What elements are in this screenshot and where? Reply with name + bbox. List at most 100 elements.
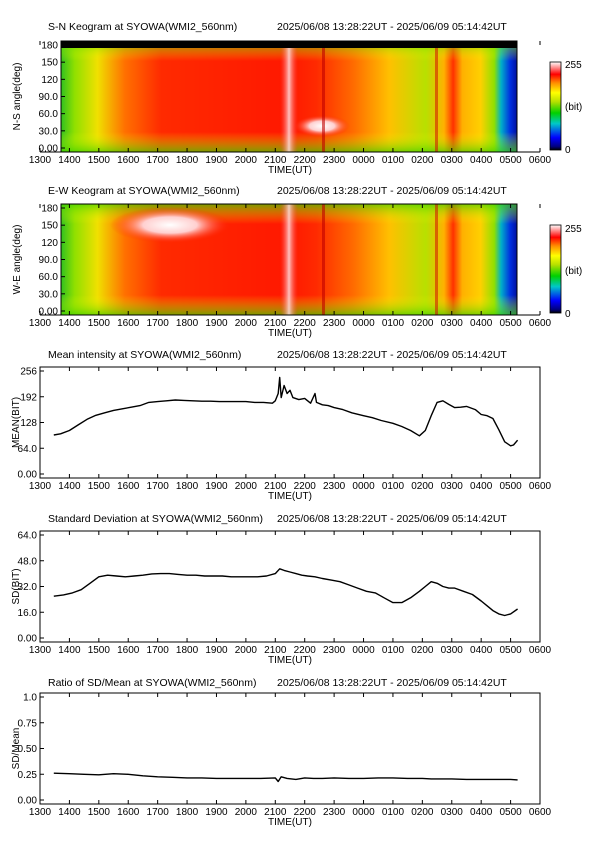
ratio-time-range: 2025/06/08 13:28:22UT - 2025/06/09 05:14…: [277, 677, 507, 689]
mean-xtick-label: 0100: [382, 481, 405, 492]
mean-xtick-label: 0500: [499, 481, 522, 492]
ew-xtick-label: 0400: [470, 318, 493, 329]
ratio-xtick-label: 2200: [294, 807, 317, 818]
mean-xtick-label: 0000: [352, 481, 375, 492]
mean-xtick-label: 1300: [29, 481, 52, 492]
ew-xtick-label: 0600: [529, 318, 552, 329]
ew-xtick-label: 1600: [117, 318, 140, 329]
ratio-panel: Ratio of SD/Mean at SYOWA(WMI2_560nm) 20…: [39, 677, 541, 805]
ew-xtick-label: 2300: [323, 318, 346, 329]
ew-xtick-label: 1500: [88, 318, 111, 329]
mean-ytick-label: 128: [20, 418, 37, 429]
ratio-xtick-label: 0600: [529, 807, 552, 818]
sn-ylabel: N-S angle(deg): [12, 63, 23, 131]
sd-xtick-label: 0500: [499, 645, 522, 656]
sn-xlabel: TIME(UT): [268, 165, 312, 176]
sn-ytick-label: 180: [41, 41, 58, 52]
ew-xtick-label: 0300: [441, 318, 464, 329]
sn-keogram-title: S-N Keogram at SYOWA(WMI2_560nm): [48, 21, 237, 33]
ratio-xtick-label: 1300: [29, 807, 52, 818]
sn-xtick-label: 2000: [235, 155, 258, 166]
mean-ytick-label: 256: [20, 367, 37, 378]
ratio-ytick-label: 1.0: [23, 693, 37, 704]
ratio-xtick-label: 0200: [411, 807, 434, 818]
ew-xtick-label: 0100: [382, 318, 405, 329]
sn-ytick-label: 90.0: [39, 92, 59, 103]
ew-colorbar-unit: (bit): [565, 266, 582, 277]
ew-xtick-label: 1700: [147, 318, 170, 329]
ratio-series-line: [53, 772, 518, 783]
sn-colorbar-max: 255: [565, 60, 582, 71]
mean-xtick-label: 1800: [176, 481, 199, 492]
mean-xtick-label: 1500: [88, 481, 111, 492]
sn-xtick-label: 2100: [264, 155, 287, 166]
ew-colorbar-max: 255: [565, 224, 582, 235]
ratio-xtick-label: 2000: [235, 807, 258, 818]
sn-xtick-label: 1800: [176, 155, 199, 166]
sn-xtick-label: 1400: [58, 155, 81, 166]
sd-xtick-label: 1800: [176, 645, 199, 656]
ew-xtick-label: 0200: [411, 318, 434, 329]
ratio-xtick-label: 1600: [117, 807, 140, 818]
ew-ytick-label: 0.00: [39, 307, 59, 318]
sd-ytick-label: 32.0: [18, 582, 38, 593]
mean-xtick-label: 0600: [529, 481, 552, 492]
sd-xtick-label: 1300: [29, 645, 52, 656]
sn-ytick-label: 0.00: [39, 144, 59, 155]
sd-xtick-label: 1500: [88, 645, 111, 656]
ratio-title: Ratio of SD/Mean at SYOWA(WMI2_560nm): [48, 677, 257, 689]
sn-xtick-label: 1600: [117, 155, 140, 166]
sn-xtick-label: 1300: [29, 155, 52, 166]
sd-ytick-label: 0.00: [18, 634, 38, 645]
sn-xtick-label: 0000: [352, 155, 375, 166]
ratio-xtick-label: 1700: [147, 807, 170, 818]
ew-xtick-label: 0500: [499, 318, 522, 329]
mean-xtick-label: 1400: [58, 481, 81, 492]
sd-xtick-label: 2200: [294, 645, 317, 656]
sn-xtick-label: 0300: [441, 155, 464, 166]
mean-xtick-label: 0400: [470, 481, 493, 492]
mean-ytick-label: 64.0: [18, 444, 38, 455]
mean-xtick-label: 2000: [235, 481, 258, 492]
ew-ytick-label: 180: [41, 204, 58, 215]
ew-xtick-label: 2100: [264, 318, 287, 329]
sn-ytick-label: 60.0: [39, 109, 59, 120]
ew-keogram-title: E-W Keogram at SYOWA(WMI2_560nm): [48, 185, 240, 197]
ratio-xtick-label: 0400: [470, 807, 493, 818]
sd-title: Standard Deviation at SYOWA(WMI2_560nm): [48, 513, 263, 525]
sn-keogram-image: [61, 41, 517, 152]
ratio-xtick-label: 0000: [352, 807, 375, 818]
sn-xtick-label: 1500: [88, 155, 111, 166]
sd-xtick-label: 2100: [264, 645, 287, 656]
mean-ytick-label: 0.00: [18, 470, 38, 481]
mean-xlabel: TIME(UT): [268, 491, 312, 502]
sn-colorbar: [549, 61, 562, 151]
mean-series-line: [53, 376, 519, 447]
sn-xtick-label: 1700: [147, 155, 170, 166]
ratio-ytick-label: 0.25: [18, 770, 38, 781]
ew-ytick-label: 120: [41, 238, 58, 249]
ratio-ytick-label: 0.75: [18, 718, 38, 729]
mean-xtick-label: 2200: [294, 481, 317, 492]
sd-xtick-label: 0200: [411, 645, 434, 656]
ew-xtick-label: 2000: [235, 318, 258, 329]
ew-colorbar: [549, 224, 562, 314]
mean-xtick-label: 1700: [147, 481, 170, 492]
mean-ytick-label: 192: [20, 392, 37, 403]
sd-xtick-label: 1900: [205, 645, 228, 656]
sd-time-range: 2025/06/08 13:28:22UT - 2025/06/09 05:14…: [277, 513, 507, 525]
ew-xtick-label: 1300: [29, 318, 52, 329]
sd-panel: Standard Deviation at SYOWA(WMI2_560nm) …: [39, 513, 541, 643]
mean-xtick-label: 1600: [117, 481, 140, 492]
ew-xtick-label: 0000: [352, 318, 375, 329]
mean-time-range: 2025/06/08 13:28:22UT - 2025/06/09 05:14…: [277, 349, 507, 361]
sd-ytick-label: 64.0: [18, 531, 38, 542]
ratio-xtick-label: 1500: [88, 807, 111, 818]
ratio-ytick-label: 0.00: [18, 796, 38, 807]
sd-xtick-label: 0600: [529, 645, 552, 656]
sn-colorbar-min: 0: [565, 145, 571, 156]
sn-keogram-panel: S-N Keogram at SYOWA(WMI2_560nm) 2025/06…: [48, 21, 582, 156]
sn-keogram-time-range: 2025/06/08 13:28:22UT - 2025/06/09 05:14…: [277, 21, 507, 33]
mean-panel: Mean intensity at SYOWA(WMI2_560nm) 2025…: [39, 349, 541, 479]
